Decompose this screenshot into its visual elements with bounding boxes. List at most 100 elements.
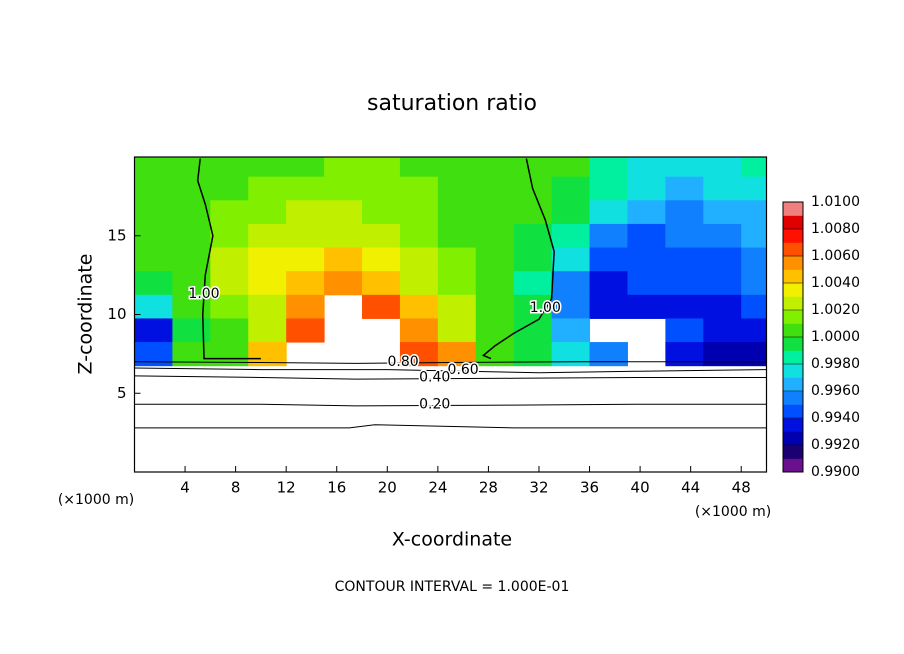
field-cell: [703, 294, 742, 319]
colorbar-band: [783, 445, 803, 459]
field-cell: [589, 157, 628, 178]
field-cell: [627, 200, 666, 225]
field-cell: [513, 157, 553, 178]
field-cell: [627, 271, 666, 296]
contour-line: [134, 375, 767, 380]
field-cell: [172, 247, 211, 272]
contour-line: [134, 361, 767, 364]
field-cell: [399, 176, 439, 201]
field-cell: [172, 157, 211, 178]
field-cell: [589, 223, 628, 249]
colorbar-band: [783, 350, 803, 365]
field-cell: [210, 200, 249, 225]
field-cell: [589, 342, 628, 367]
y-unit: (×1000 m): [58, 492, 134, 508]
colorbar-band: [783, 256, 803, 270]
y-tick-label: 15: [107, 226, 126, 244]
field-cell: [551, 176, 591, 201]
field-cell: [627, 176, 666, 201]
contour-label: 0.20: [419, 396, 450, 412]
field-cell: [286, 271, 325, 296]
field-cell: [134, 271, 173, 296]
field-cell: [324, 223, 363, 249]
colorbar-label: 0.9960: [811, 383, 860, 399]
field-cell: [248, 200, 287, 225]
field-cell: [589, 176, 628, 201]
field-cell: [437, 157, 477, 178]
field-cell: [324, 200, 363, 225]
colorbar-label: 1.0000: [811, 329, 860, 345]
field-cell: [134, 223, 173, 249]
colorbar-band: [783, 364, 803, 378]
field-cell: [172, 223, 211, 249]
field-cell: [551, 318, 591, 343]
field-cell: [741, 318, 767, 343]
field-cell: [210, 294, 249, 319]
field-cell: [665, 176, 704, 201]
field-cell: [286, 247, 325, 272]
contour-label: 1.00: [530, 300, 561, 316]
x-tick-label: 4: [180, 479, 190, 497]
field-cell: [437, 318, 477, 343]
field: [134, 157, 767, 367]
field-cell: [248, 318, 287, 343]
field-cell: [286, 223, 325, 249]
field-cell: [551, 271, 591, 296]
colorbar-band: [783, 337, 803, 351]
field-cell: [399, 318, 439, 343]
field-cell: [134, 157, 173, 178]
x-tick-label: 8: [231, 479, 241, 497]
contour-line: [134, 367, 767, 374]
field-cell: [551, 247, 591, 272]
field-cell: [437, 294, 477, 319]
field-cell: [362, 223, 401, 249]
field-cell: [627, 223, 666, 249]
colorbar-label: 0.9980: [811, 356, 860, 372]
colorbar-band: [783, 391, 803, 405]
x-tick-label: 36: [580, 479, 599, 497]
field-cell: [172, 200, 211, 225]
field-cell: [134, 200, 173, 225]
field-cell: [437, 200, 477, 225]
field-cell: [703, 223, 742, 249]
field-cell: [134, 247, 173, 272]
field-cell: [248, 247, 287, 272]
field-cell: [741, 247, 767, 272]
colorbar-band: [783, 283, 803, 297]
field-cell: [362, 247, 401, 272]
field-cell: [210, 157, 249, 178]
field-cell: [475, 247, 515, 272]
field-cell: [286, 318, 325, 343]
field-cell: [703, 176, 742, 201]
colorbar-band: [783, 310, 803, 324]
colorbar-label: 0.9940: [811, 410, 860, 426]
colorbar-label: 1.0040: [811, 275, 860, 291]
x-axis-label: X-coordinate: [392, 529, 512, 551]
x-unit: (×1000 m): [695, 504, 771, 520]
field-cell: [741, 200, 767, 225]
field-cell: [741, 223, 767, 249]
field-cell: [627, 157, 666, 178]
contour-line: [481, 158, 555, 360]
field-cell: [210, 247, 249, 272]
field-cell: [551, 223, 591, 249]
field-cell: [513, 247, 553, 272]
field-cell: [286, 294, 325, 319]
field-cell: [324, 271, 363, 296]
contour-line: [134, 424, 767, 429]
field-cell: [362, 157, 401, 178]
field-cell: [286, 176, 325, 201]
field-cell: [324, 247, 363, 272]
colorbar-band: [783, 323, 803, 338]
colorbar-label: 1.0080: [811, 221, 860, 237]
field-cell: [437, 176, 477, 201]
contour-label: 1.00: [188, 286, 219, 302]
y-tick-label: 5: [117, 384, 127, 402]
colorbar-band: [783, 202, 803, 216]
field-cell: [210, 176, 249, 201]
field-cell: [741, 294, 767, 319]
colorbar-label: 1.0100: [811, 194, 860, 210]
colorbar-label: 1.0060: [811, 248, 860, 264]
field-cell: [551, 200, 591, 225]
field-cell: [703, 318, 742, 343]
